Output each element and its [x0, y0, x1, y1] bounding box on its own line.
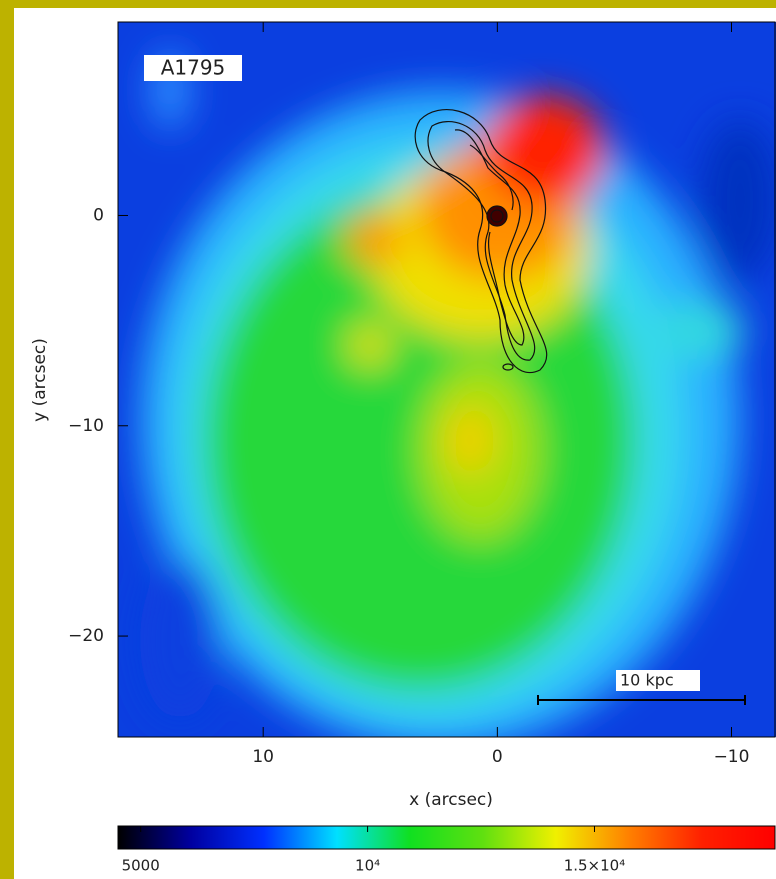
- heatmap-image: [118, 22, 776, 750]
- colorbar-tick-label: 10⁴: [355, 857, 380, 875]
- colorbar: [118, 826, 775, 849]
- y-axis-label: y (arcsec): [30, 338, 50, 422]
- x-tick-label: 10: [252, 747, 274, 767]
- colorbar-tick-label: 5000: [122, 857, 160, 875]
- chart: A1795 10 kpc x (arcsec) y (arcsec) 10 0 −1…: [0, 0, 776, 879]
- annotation: 10 kpc: [620, 671, 674, 690]
- x-tick-label: −10: [714, 747, 750, 767]
- y-tick-label: −10: [68, 416, 104, 436]
- annotation: A1795: [161, 56, 226, 80]
- colorbar-tick-label: 1.5×10⁴: [564, 857, 626, 875]
- y-tick-label: 0: [93, 205, 104, 225]
- y-tick-label: −20: [68, 626, 104, 646]
- page: {"chart_data": {"type": "image", "annota…: [0, 0, 776, 879]
- x-tick-label: 0: [492, 747, 503, 767]
- x-axis-label: x (arcsec): [409, 790, 493, 810]
